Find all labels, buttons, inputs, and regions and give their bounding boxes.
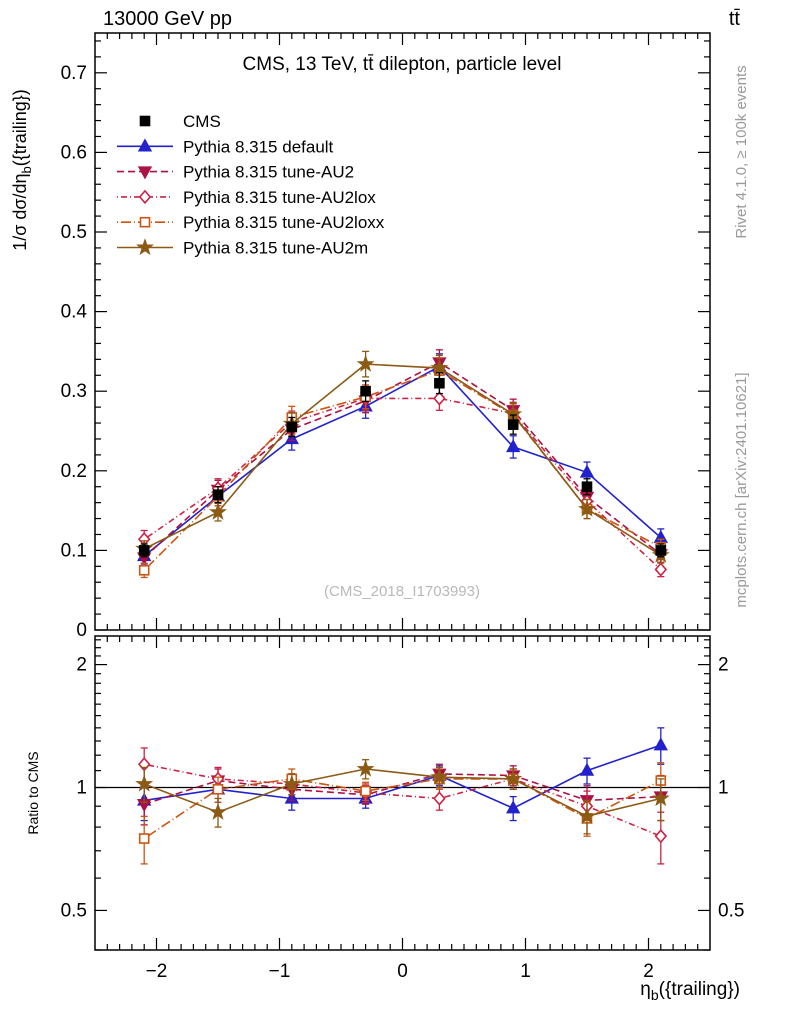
series-line — [144, 744, 662, 810]
square-marker — [655, 545, 667, 556]
ratio-y-tick-label: 0.5 — [61, 900, 87, 921]
main-y-axis-label-rest: ({trailing}) — [10, 89, 30, 166]
main-y-tick-label: 0.3 — [61, 381, 87, 402]
series-line — [143, 768, 661, 818]
main-y-axis-label-sub: b — [19, 166, 34, 173]
legend-item: CMS — [139, 112, 221, 131]
ratio-y-axis-label: Ratio to CMS — [25, 751, 41, 834]
square-marker — [434, 377, 445, 389]
legend-label: Pythia 8.315 tune-AU2m — [183, 239, 368, 258]
square-marker — [139, 115, 151, 127]
main-y-tick-label: 0 — [76, 620, 87, 641]
triangle-up-marker — [653, 737, 668, 751]
x-tick-label: −2 — [146, 961, 168, 982]
star-marker — [430, 358, 449, 376]
main-y-tick-label: 0.4 — [61, 302, 88, 323]
x-tick-label: 2 — [643, 961, 654, 982]
diamond-marker — [433, 391, 446, 406]
x-axis-label-sub: b — [651, 987, 659, 1003]
triangle-down-marker — [137, 166, 153, 180]
star-marker — [651, 789, 670, 807]
legend-item: Pythia 8.315 tune-AU2 — [117, 163, 354, 182]
ratio-panel-frame — [94, 635, 711, 951]
ratio-y-tick-label-right: 2 — [718, 655, 729, 676]
star-marker — [136, 238, 154, 256]
x-axis-label-symbol: η — [640, 979, 651, 1000]
panel-title: CMS, 13 TeV, tt̄ dilepton, particle leve… — [243, 54, 562, 75]
rivet-version-note: Rivet 4.1.0, ≥ 100k events — [733, 65, 750, 238]
diamond-marker — [654, 562, 668, 577]
ratio-y-tick-label: 2 — [76, 655, 87, 676]
main-y-axis-label: 1/σ dσ/dηb({trailing}) — [10, 89, 34, 251]
ratio-y-tick-label-right: 1 — [718, 778, 729, 799]
series-line — [143, 397, 662, 571]
main-y-tick-label: 0.1 — [61, 540, 87, 561]
legend-item: Pythia 8.315 tune-AU2lox — [117, 188, 376, 207]
x-tick-label: −1 — [269, 961, 291, 982]
square-marker — [507, 419, 519, 430]
square-marker — [138, 545, 150, 556]
x-axis-label-rest: ({trailing}) — [659, 979, 740, 1000]
x-axis-label: ηb({trailing}) — [640, 979, 740, 1003]
beam-energy-label: 13000 GeV pp — [103, 8, 232, 30]
diamond-marker — [138, 189, 152, 205]
star-marker — [209, 802, 227, 820]
star-marker — [578, 806, 596, 824]
series-line — [143, 365, 662, 557]
diamond-marker — [433, 791, 446, 806]
square-marker — [286, 421, 298, 433]
main-y-tick-label: 0.5 — [61, 222, 87, 243]
legend-label: Pythia 8.315 default — [183, 137, 334, 156]
star-marker — [430, 767, 449, 785]
series-line — [144, 763, 662, 837]
square-marker — [212, 783, 224, 795]
star-marker — [578, 499, 596, 517]
main-y-tick-label: 0.2 — [61, 461, 87, 482]
series-line — [143, 363, 662, 556]
legend-label: Pythia 8.315 tune-AU2loxx — [183, 213, 385, 232]
main-y-tick-label: 0.7 — [61, 63, 87, 84]
legend-label: CMS — [183, 112, 221, 131]
main-y-axis-label-pre: 1/σ dσ/dη — [10, 174, 30, 251]
process-label: tt̄ — [729, 8, 741, 30]
triangle-up-marker — [579, 762, 595, 776]
axes-layer: 0 0.1 0.2 0.3 0.4 0.5 0.6 0.7 0.5 0.5 1 1 2 2 −2 −1 0 1 2 — [61, 32, 744, 982]
square-marker — [581, 481, 593, 493]
star-marker — [135, 774, 154, 792]
triangle-up-marker — [137, 138, 153, 152]
star-marker — [356, 354, 375, 372]
legend-label: Pythia 8.315 tune-AU2 — [183, 163, 354, 182]
series-line — [143, 361, 662, 559]
ratio-y-tick-label-right: 0.5 — [718, 900, 744, 921]
legend: CMS Pythia 8.315 default Pythia 8.315 tune… — [117, 112, 385, 258]
triangle-up-marker — [506, 800, 521, 814]
main-y-tick-label: 0.6 — [61, 142, 87, 163]
square-marker — [139, 216, 151, 228]
mcplots-reference-note: mcplots.cern.ch [arXiv:2401.10621] — [733, 372, 750, 607]
analysis-id-watermark: (CMS_2018_I1703993) — [324, 583, 480, 600]
star-marker — [209, 502, 227, 520]
legend-item: Pythia 8.315 default — [117, 137, 334, 156]
square-marker — [212, 489, 224, 500]
star-marker — [504, 769, 523, 787]
star-marker — [282, 774, 301, 792]
x-tick-label: 1 — [520, 961, 531, 982]
triangle-up-marker — [506, 439, 521, 453]
square-marker — [360, 785, 371, 797]
square-marker — [360, 385, 371, 397]
ratio-y-tick-label: 1 — [76, 778, 87, 799]
legend-item: Pythia 8.315 tune-AU2loxx — [117, 213, 385, 232]
legend-label: Pythia 8.315 tune-AU2lox — [183, 188, 376, 207]
series-line — [143, 773, 661, 805]
square-marker — [138, 833, 150, 844]
legend-item: Pythia 8.315 tune-AU2m — [117, 238, 368, 258]
star-marker — [356, 759, 375, 777]
triangle-up-marker — [579, 464, 595, 478]
data-series-layer — [135, 349, 670, 865]
square-marker — [138, 564, 150, 576]
x-tick-label: 0 — [397, 961, 408, 982]
diamond-marker — [654, 828, 668, 844]
